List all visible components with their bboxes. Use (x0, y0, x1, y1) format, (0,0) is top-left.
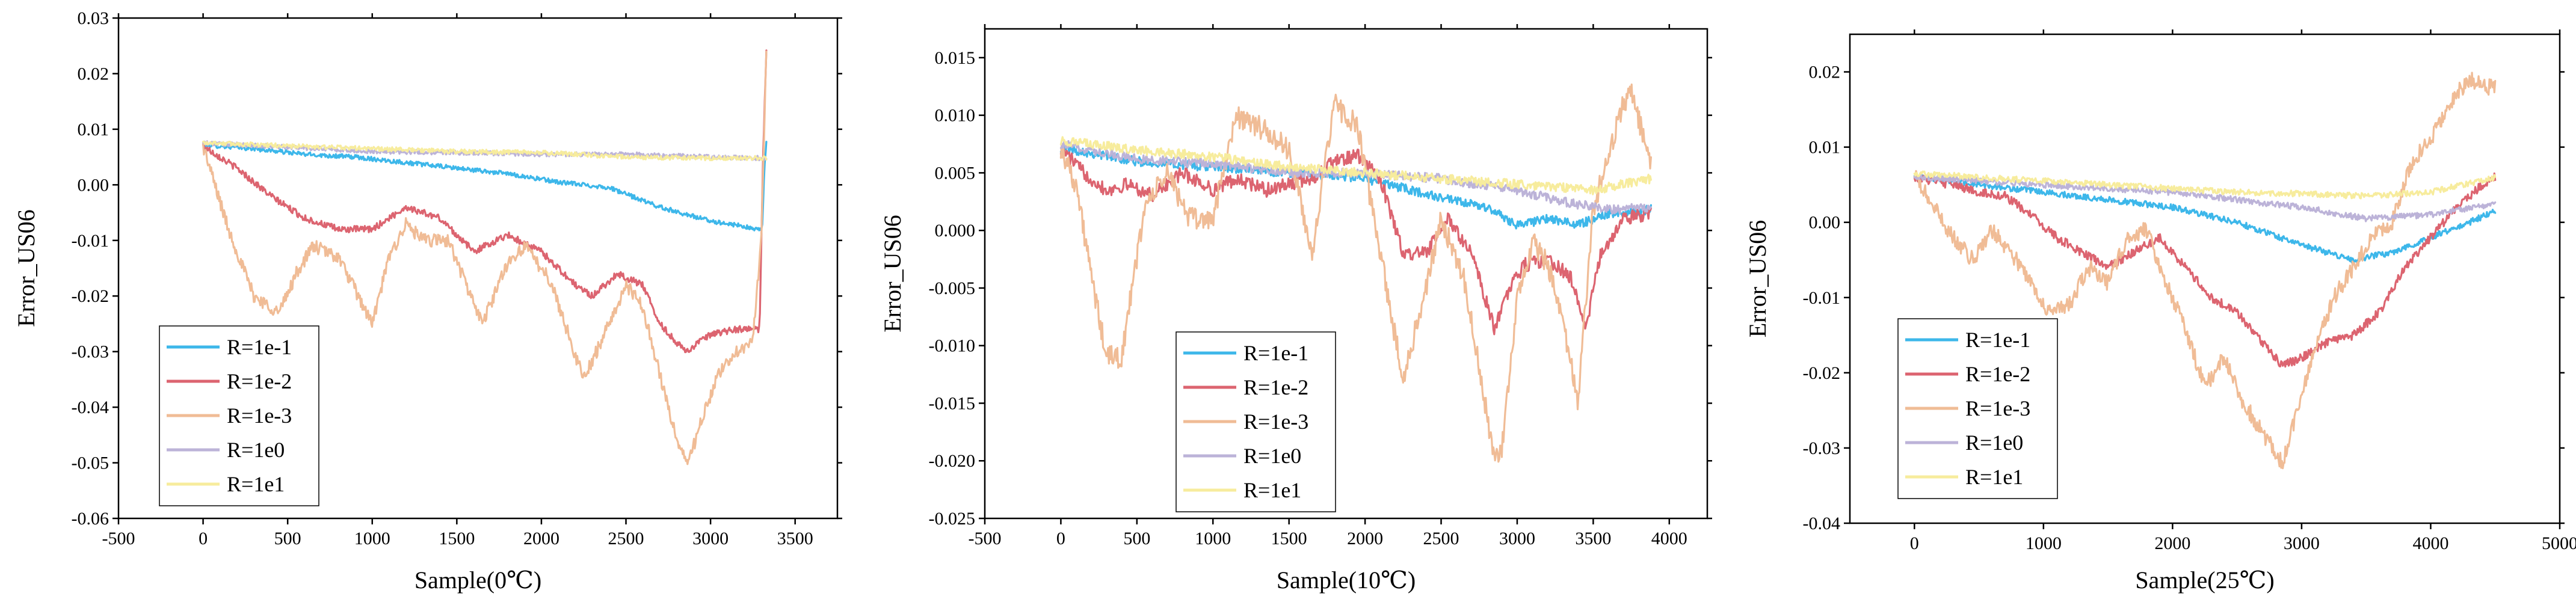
y-tick-label: 0.03 (78, 8, 109, 28)
x-tick-label: 2000 (1347, 529, 1383, 548)
y-tick-label: -0.02 (72, 286, 109, 306)
y-tick-label: -0.02 (1803, 363, 1841, 383)
y-axis-title: Error_US06 (1744, 220, 1771, 338)
legend-label-R=1e1: R=1e1 (227, 472, 285, 496)
x-tick-label: 0 (1910, 533, 1919, 553)
series-line-R=1e-3 (1913, 72, 2497, 470)
x-tick-label: 4000 (2412, 533, 2448, 553)
series-group (202, 49, 768, 465)
x-tick-label: 0 (1056, 529, 1065, 548)
legend-label-R=1e0: R=1e0 (1243, 444, 1301, 468)
x-tick-label: 0 (199, 529, 208, 548)
y-tick-label: -0.01 (72, 231, 109, 251)
chart-panel-3: 0 1000 2000 3000 4000 5000 -0.04 -0.03 -0.02 -0.0… (1744, 29, 2576, 594)
plot-frame (117, 17, 839, 520)
x-tick-label: -500 (102, 529, 135, 548)
x-tick-label: 1000 (354, 529, 390, 548)
x-tick-label: 2500 (608, 529, 644, 548)
legend: R=1e-1 R=1e-2 R=1e-3 R=1e0 R=1e1 (159, 325, 319, 506)
x-axis-title: Sample(10℃) (1277, 567, 1416, 594)
legend-label-R=1e-3: R=1e-3 (1243, 410, 1308, 434)
series-line-R=1e1 (1913, 170, 2497, 200)
x-tick-label: 3000 (1499, 529, 1535, 548)
y-tick-label: 0.00 (78, 175, 109, 195)
legend-label-R=1e0: R=1e0 (1965, 431, 2023, 455)
legend-label-R=1e-1: R=1e-1 (1243, 341, 1308, 365)
legend-box (1897, 318, 2058, 499)
legend: R=1e-1 R=1e-2 R=1e-3 R=1e0 R=1e1 (1176, 331, 1336, 512)
x-tick-label: 1500 (1271, 529, 1307, 548)
legend-label-R=1e-2: R=1e-2 (227, 369, 292, 393)
x-tick-label: 4000 (1651, 529, 1687, 548)
legend-label-R=1e-3: R=1e-3 (1965, 396, 2030, 420)
legend-label-R=1e-2: R=1e-2 (1965, 362, 2030, 386)
x-tick-label: 500 (1123, 529, 1150, 548)
series-line-R=1e-1 (1913, 172, 2497, 263)
y-tick-label: -0.025 (929, 509, 976, 529)
x-tick-label: 1500 (439, 529, 475, 548)
x-axis-title: Sample(25℃) (2135, 567, 2274, 594)
y-axis-title: Error_US06 (879, 215, 906, 333)
plot-frame (1849, 33, 2561, 524)
legend-label-R=1e-2: R=1e-2 (1243, 375, 1308, 399)
x-tick-label: 3500 (777, 529, 813, 548)
x-tick-label: 500 (274, 529, 301, 548)
y-tick-label: -0.005 (929, 278, 976, 298)
chart-panel-2: -500 0 500 1000 1500 2000 2500 3000 3500 4000 -0.0… (879, 24, 1712, 594)
y-tick-label: -0.015 (929, 393, 976, 413)
x-axis-title: Sample(0℃) (414, 567, 541, 594)
y-tick-label: 0.005 (935, 163, 976, 183)
x-tick-label: 3000 (2284, 533, 2320, 553)
plot-frame (984, 28, 1709, 520)
x-tick-label: 2000 (2154, 533, 2190, 553)
x-tick-label: 2500 (1423, 529, 1459, 548)
y-tick-label: 0.010 (935, 106, 976, 126)
series-line-R=1e-3 (1059, 83, 1652, 463)
series-line-R=1e-2 (1059, 143, 1652, 336)
y-tick-label: -0.06 (72, 509, 109, 529)
y-tick-label: -0.03 (72, 342, 109, 362)
series-line-R=1e-3 (202, 51, 768, 465)
x-tick-label: 1000 (1195, 529, 1231, 548)
x-tick-label: 3500 (1575, 529, 1611, 548)
x-tick-label: 3000 (692, 529, 729, 548)
series-line-R=1e1 (202, 140, 768, 162)
y-tick-label: -0.05 (72, 453, 109, 473)
legend-label-R=1e-1: R=1e-1 (1965, 328, 2030, 352)
legend-label-R=1e-1: R=1e-1 (227, 335, 292, 359)
legend-label-R=1e0: R=1e0 (227, 438, 285, 462)
chart-panel-1: -500 0 500 1000 1500 2000 2500 3000 3500 -0.06 -0.… (13, 8, 842, 594)
series-line-R=1e-2 (1913, 172, 2497, 368)
y-tick-label: 0.02 (78, 64, 109, 84)
y-tick-label: 0.015 (935, 48, 976, 68)
x-tick-label: 2000 (523, 529, 559, 548)
x-tick-label: 1000 (2026, 533, 2062, 553)
series-group (1059, 83, 1652, 463)
y-tick-label: 0.00 (1809, 213, 1841, 233)
y-tick-label: -0.04 (1803, 514, 1841, 533)
legend-label-R=1e1: R=1e1 (1243, 478, 1301, 502)
y-tick-label: 0.02 (1809, 63, 1841, 82)
legend: R=1e-1 R=1e-2 R=1e-3 R=1e0 R=1e1 (1897, 318, 2058, 499)
series-line-R=1e-2 (202, 49, 768, 354)
y-tick-label: -0.01 (1803, 288, 1841, 308)
y-tick-label: -0.010 (929, 336, 976, 356)
x-tick-label: 5000 (2542, 533, 2576, 553)
y-tick-label: -0.020 (929, 451, 976, 471)
y-axis-title: Error_US06 (13, 209, 40, 327)
legend-label-R=1e1: R=1e1 (1965, 465, 2023, 489)
series-line-R=1e1 (1059, 136, 1652, 195)
y-tick-label: 0.000 (935, 221, 976, 241)
legend-label-R=1e-3: R=1e-3 (227, 404, 292, 428)
x-tick-label: -500 (969, 529, 1002, 548)
y-tick-label: 0.01 (78, 120, 109, 140)
series-line-R=1e-1 (202, 141, 768, 232)
y-tick-label: -0.03 (1803, 438, 1841, 458)
series-line-R=1e0 (1913, 174, 2497, 223)
y-tick-label: 0.01 (1809, 138, 1841, 158)
series-group (1913, 72, 2497, 470)
y-tick-label: -0.04 (72, 398, 109, 417)
